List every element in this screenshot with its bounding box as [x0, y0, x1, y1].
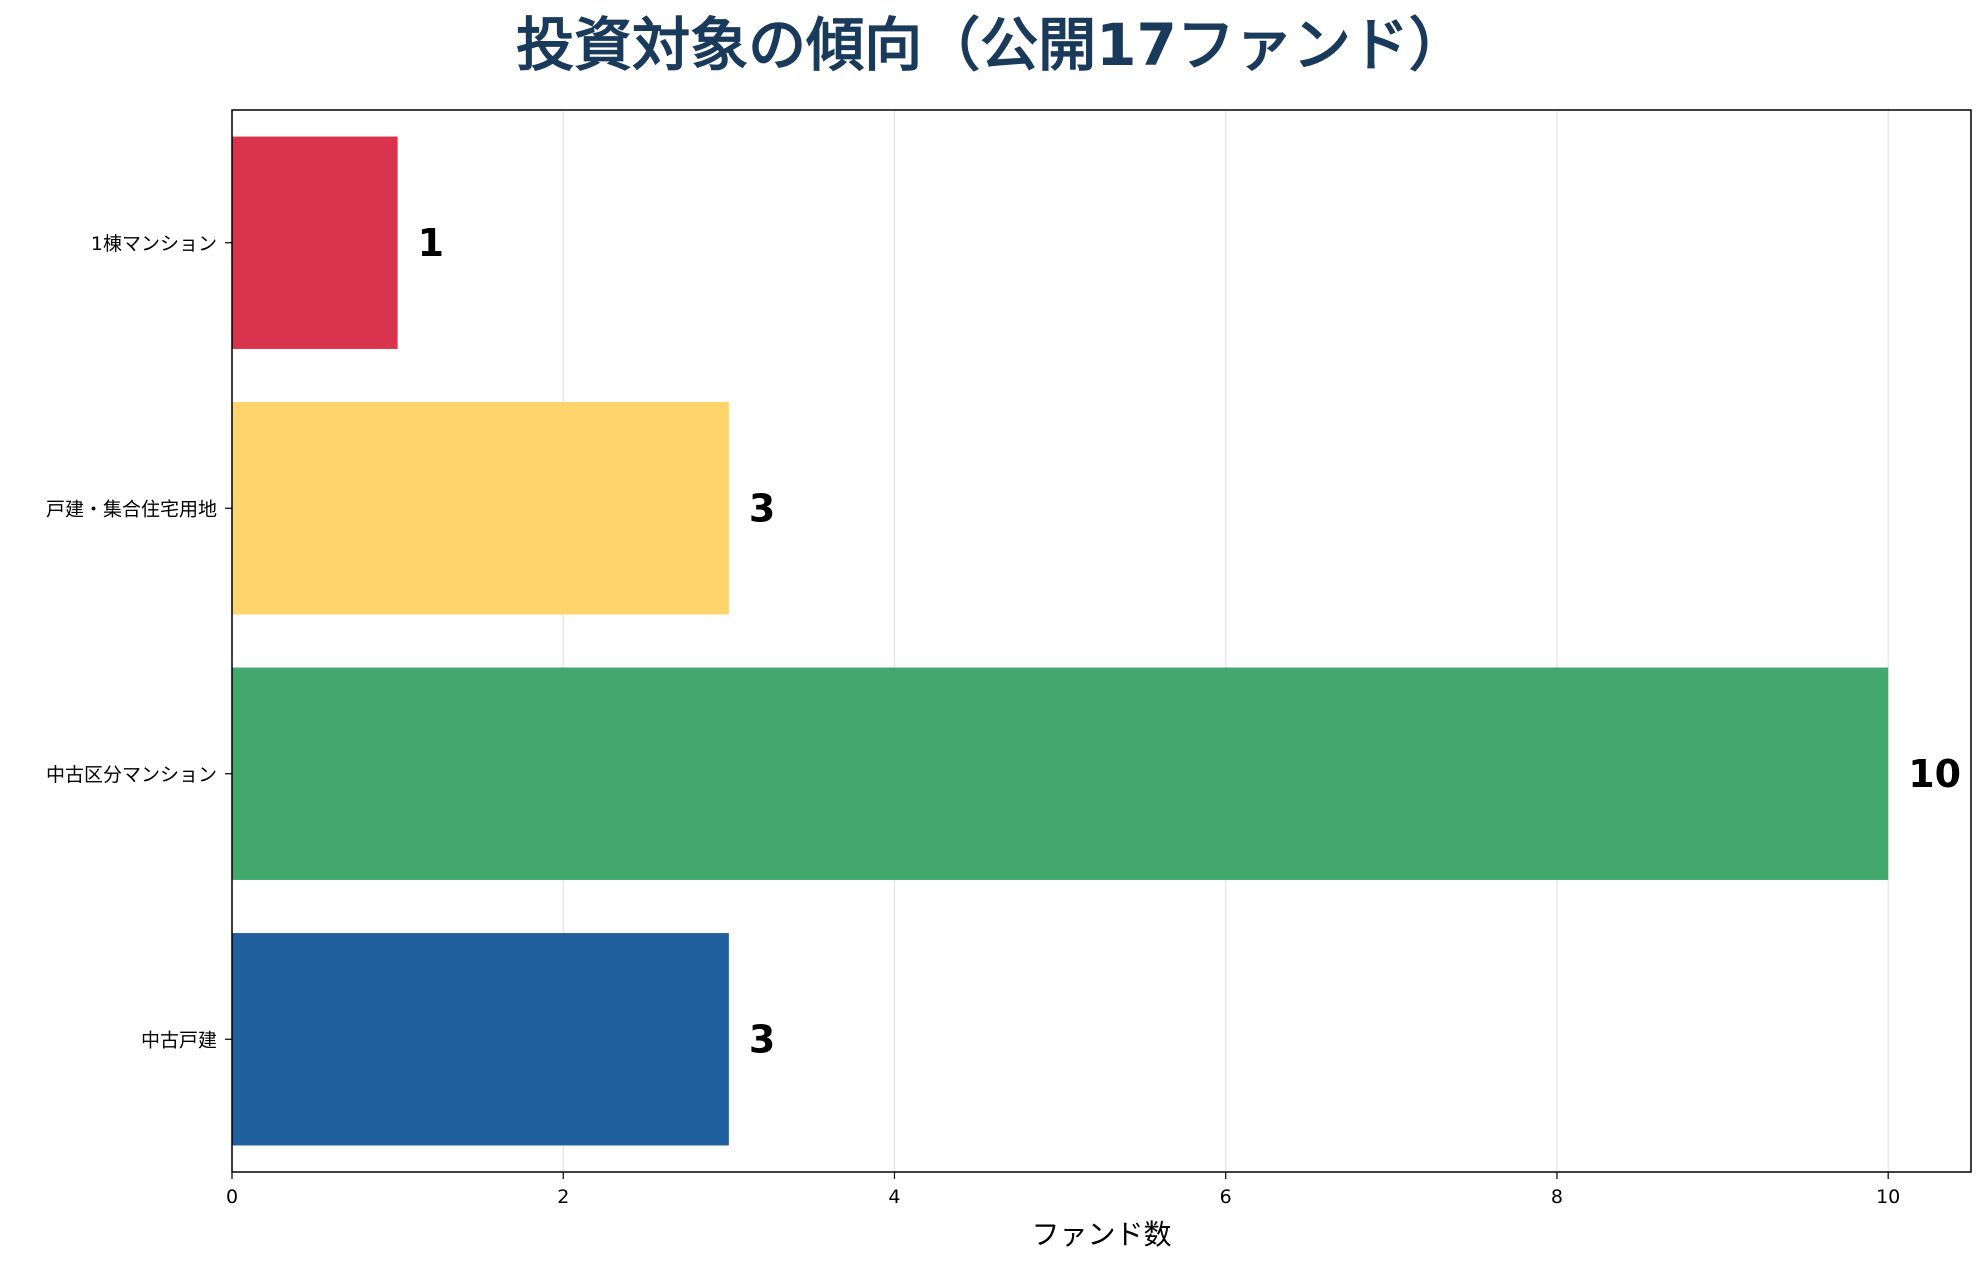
- category-label: 中古区分マンション: [46, 764, 217, 786]
- chart-title: 投資対象の傾向（公開17ファンド）: [516, 11, 1467, 79]
- bar-value-label: 3: [749, 486, 775, 530]
- category-label: 中古戸建: [141, 1029, 217, 1051]
- bar-value-label: 10: [1908, 752, 1961, 796]
- x-tick-label: 8: [1551, 1186, 1563, 1208]
- bar: [232, 136, 398, 349]
- x-tick-label: 0: [226, 1186, 238, 1208]
- x-tick-label: 10: [1876, 1186, 1900, 1208]
- bar: [232, 402, 729, 615]
- x-tick-label: 2: [557, 1186, 569, 1208]
- category-label: 戸建・集合住宅用地: [46, 498, 217, 520]
- bars: [232, 136, 1889, 1146]
- category-label: 1棟マンション: [91, 233, 217, 255]
- x-tick-label: 4: [888, 1186, 900, 1208]
- plot-frame: [231, 109, 1972, 1173]
- bar: [232, 667, 1889, 880]
- bar: [232, 933, 729, 1146]
- data-labels: 3 10 3 1: [418, 221, 1961, 1062]
- x-axis-title: ファンド数: [1031, 1218, 1171, 1251]
- x-axis-ticks: 0 2 4 6 8 10: [226, 1172, 1900, 1208]
- bar-value-label: 3: [749, 1017, 775, 1061]
- bar-value-label: 1: [418, 221, 444, 265]
- x-tick-label: 6: [1220, 1186, 1232, 1208]
